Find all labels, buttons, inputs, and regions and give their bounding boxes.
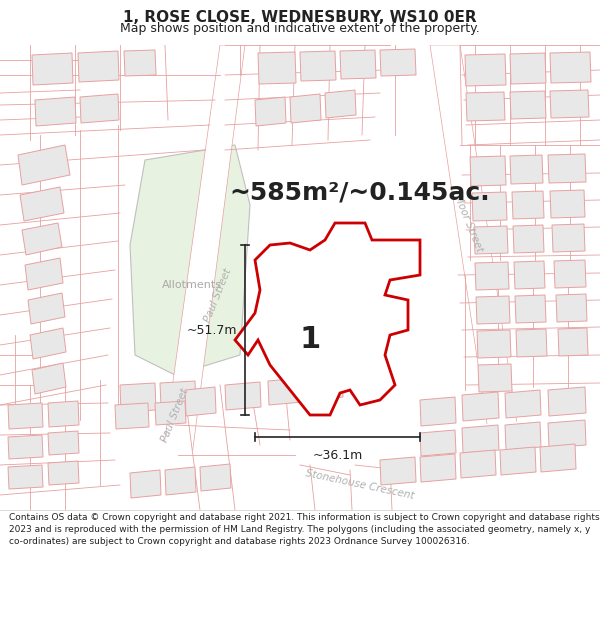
Polygon shape (550, 52, 591, 83)
Polygon shape (558, 328, 588, 356)
Polygon shape (115, 403, 149, 429)
Polygon shape (510, 155, 543, 184)
Polygon shape (470, 156, 506, 186)
Polygon shape (165, 467, 196, 495)
Polygon shape (472, 192, 507, 221)
Polygon shape (380, 49, 416, 76)
Text: Paul Street: Paul Street (203, 267, 233, 323)
Polygon shape (514, 261, 545, 289)
Polygon shape (513, 225, 544, 253)
Polygon shape (124, 50, 156, 76)
Polygon shape (160, 381, 196, 407)
Polygon shape (80, 94, 119, 123)
Polygon shape (235, 223, 420, 415)
Polygon shape (160, 45, 240, 510)
Polygon shape (516, 329, 547, 357)
Polygon shape (505, 422, 541, 450)
Polygon shape (8, 465, 43, 489)
Polygon shape (28, 293, 65, 324)
Polygon shape (340, 50, 376, 79)
Polygon shape (8, 435, 43, 459)
Polygon shape (120, 383, 156, 412)
Polygon shape (548, 154, 586, 183)
Polygon shape (48, 401, 79, 427)
Polygon shape (25, 258, 63, 290)
Text: Moor Street: Moor Street (452, 192, 484, 253)
Polygon shape (8, 403, 43, 429)
Polygon shape (48, 461, 79, 485)
Polygon shape (512, 191, 544, 219)
Polygon shape (268, 378, 303, 405)
Text: ~51.7m: ~51.7m (187, 324, 237, 336)
Polygon shape (200, 464, 231, 491)
Polygon shape (462, 392, 499, 421)
Polygon shape (505, 390, 541, 418)
Polygon shape (325, 90, 356, 118)
Polygon shape (35, 97, 76, 126)
Polygon shape (515, 295, 546, 323)
Polygon shape (550, 190, 585, 218)
Text: Stonehouse Crescent: Stonehouse Crescent (305, 469, 415, 501)
Polygon shape (185, 387, 216, 416)
Polygon shape (474, 226, 508, 254)
Polygon shape (510, 91, 546, 119)
Text: Allotments: Allotments (162, 280, 222, 290)
Text: ~36.1m: ~36.1m (313, 449, 362, 462)
Polygon shape (300, 51, 336, 81)
Polygon shape (550, 90, 589, 118)
Polygon shape (130, 470, 161, 498)
Polygon shape (420, 454, 456, 482)
Polygon shape (500, 447, 536, 475)
Polygon shape (420, 430, 456, 456)
Polygon shape (420, 397, 456, 426)
Polygon shape (255, 97, 286, 126)
Polygon shape (475, 262, 509, 290)
Polygon shape (552, 224, 585, 252)
Polygon shape (18, 145, 70, 185)
Polygon shape (32, 363, 66, 394)
Polygon shape (290, 94, 321, 123)
Polygon shape (540, 444, 576, 472)
Polygon shape (465, 54, 506, 86)
Polygon shape (225, 382, 261, 410)
Polygon shape (466, 92, 505, 121)
Polygon shape (130, 145, 250, 375)
Polygon shape (155, 401, 186, 425)
Polygon shape (430, 45, 530, 510)
Text: Map shows position and indicative extent of the property.: Map shows position and indicative extent… (120, 22, 480, 35)
Polygon shape (554, 260, 586, 288)
Polygon shape (462, 425, 499, 453)
Text: 1: 1 (299, 326, 320, 354)
Text: 1, ROSE CLOSE, WEDNESBURY, WS10 0ER: 1, ROSE CLOSE, WEDNESBURY, WS10 0ER (123, 10, 477, 25)
Polygon shape (22, 223, 62, 255)
Polygon shape (155, 45, 245, 510)
Text: ~585m²/~0.145ac.: ~585m²/~0.145ac. (230, 181, 490, 205)
Polygon shape (477, 330, 511, 358)
Polygon shape (258, 52, 296, 84)
Polygon shape (0, 415, 600, 510)
Polygon shape (476, 296, 510, 324)
Polygon shape (556, 294, 587, 322)
Polygon shape (548, 387, 586, 416)
Polygon shape (460, 450, 496, 478)
Polygon shape (20, 187, 64, 221)
Polygon shape (30, 328, 66, 359)
Polygon shape (510, 53, 546, 84)
Polygon shape (78, 51, 119, 82)
Text: Paul Street: Paul Street (160, 387, 190, 443)
Polygon shape (380, 457, 416, 485)
Polygon shape (350, 366, 383, 394)
Polygon shape (548, 420, 586, 448)
Polygon shape (32, 53, 73, 85)
Text: Contains OS data © Crown copyright and database right 2021. This information is : Contains OS data © Crown copyright and d… (9, 514, 599, 546)
Polygon shape (48, 431, 79, 455)
Polygon shape (308, 373, 343, 401)
Polygon shape (478, 364, 512, 392)
